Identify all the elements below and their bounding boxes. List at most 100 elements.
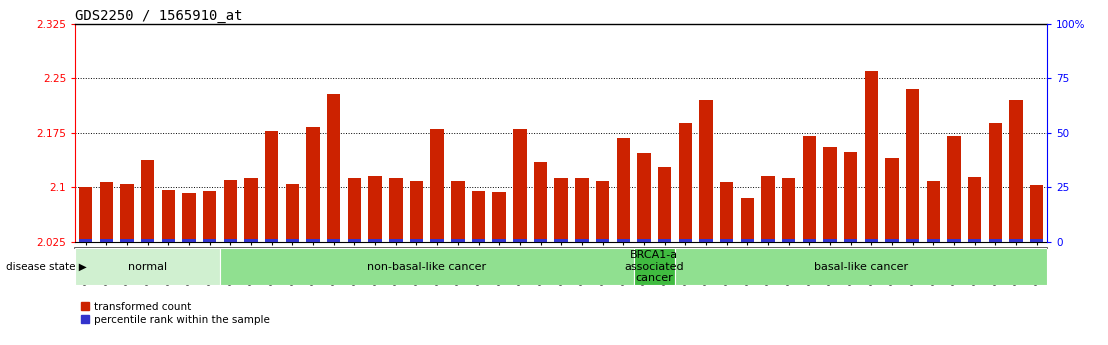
Bar	[451, 181, 464, 241]
Bar	[947, 137, 961, 242]
Bar	[472, 239, 485, 241]
Bar	[513, 129, 526, 242]
Bar	[968, 177, 982, 242]
Bar	[410, 181, 423, 241]
Bar	[1009, 239, 1023, 241]
Bar	[472, 191, 485, 242]
Bar	[823, 239, 837, 241]
Bar	[678, 239, 692, 241]
Bar	[286, 239, 299, 241]
Bar	[864, 71, 878, 242]
Bar	[761, 176, 774, 242]
Bar	[203, 239, 216, 241]
Bar	[492, 239, 506, 241]
Text: non-basal-like cancer: non-basal-like cancer	[367, 262, 486, 272]
Bar	[430, 239, 444, 241]
Bar	[740, 198, 755, 241]
Bar	[575, 239, 588, 241]
Bar	[224, 239, 237, 241]
Bar	[162, 239, 175, 241]
Bar	[740, 239, 755, 241]
Bar	[141, 160, 154, 242]
Bar	[75, 248, 220, 285]
Bar	[141, 239, 154, 241]
Bar	[220, 248, 634, 285]
Bar	[906, 89, 920, 242]
Bar	[926, 181, 940, 241]
Bar	[265, 131, 278, 242]
Bar	[802, 239, 815, 241]
Bar	[988, 124, 1002, 242]
Bar	[885, 158, 899, 242]
Bar	[100, 239, 113, 241]
Bar	[348, 178, 361, 242]
Bar	[658, 167, 671, 242]
Bar	[575, 178, 588, 242]
Bar	[1030, 239, 1044, 241]
Bar	[637, 153, 650, 242]
Bar	[79, 239, 92, 241]
Bar	[430, 129, 444, 242]
Bar	[245, 178, 258, 242]
Bar	[885, 239, 899, 241]
Text: disease state ▶: disease state ▶	[6, 262, 86, 272]
Bar	[637, 239, 650, 241]
Bar	[823, 147, 837, 242]
Bar	[616, 138, 630, 241]
Bar	[224, 180, 237, 241]
Bar	[596, 239, 609, 241]
Text: BRCA1-a
associated
cancer: BRCA1-a associated cancer	[625, 250, 684, 283]
Bar	[782, 239, 796, 241]
Bar	[699, 239, 712, 241]
Bar	[906, 239, 920, 241]
Text: GDS2250 / 1565910_at: GDS2250 / 1565910_at	[75, 9, 243, 23]
Bar	[183, 239, 196, 241]
Bar	[245, 239, 258, 241]
Bar	[513, 239, 526, 241]
Bar	[1009, 100, 1023, 242]
Bar	[307, 127, 320, 242]
Bar	[286, 184, 299, 242]
Legend: transformed count, percentile rank within the sample: transformed count, percentile rank withi…	[81, 302, 270, 325]
Bar	[368, 239, 382, 241]
Bar	[802, 137, 815, 242]
Bar	[699, 100, 712, 242]
Text: normal: normal	[129, 262, 167, 272]
Bar	[327, 239, 340, 241]
Bar	[307, 239, 320, 241]
Bar	[864, 239, 878, 241]
Bar	[203, 191, 216, 242]
Bar	[265, 239, 278, 241]
Text: basal-like cancer: basal-like cancer	[814, 262, 909, 272]
Bar	[844, 152, 858, 242]
Bar	[327, 95, 340, 241]
Bar	[368, 176, 382, 242]
Bar	[410, 239, 423, 241]
Bar	[761, 239, 774, 241]
Bar	[534, 162, 547, 241]
Bar	[720, 182, 733, 241]
Bar	[554, 239, 568, 241]
Bar	[968, 239, 982, 241]
Bar	[947, 239, 961, 241]
Bar	[183, 193, 196, 242]
Bar	[534, 239, 547, 241]
Bar	[634, 248, 675, 285]
Bar	[782, 178, 796, 242]
Bar	[844, 239, 858, 241]
Bar	[348, 239, 361, 241]
Bar	[389, 178, 402, 242]
Bar	[492, 192, 506, 242]
Bar	[121, 239, 134, 241]
Bar	[720, 239, 733, 241]
Bar	[616, 239, 630, 241]
Bar	[79, 187, 92, 241]
Bar	[678, 124, 692, 242]
Bar	[121, 184, 134, 242]
Bar	[988, 239, 1002, 241]
Bar	[554, 178, 568, 242]
Bar	[658, 239, 671, 241]
Bar	[389, 239, 402, 241]
Bar	[100, 182, 113, 241]
Bar	[162, 190, 175, 242]
